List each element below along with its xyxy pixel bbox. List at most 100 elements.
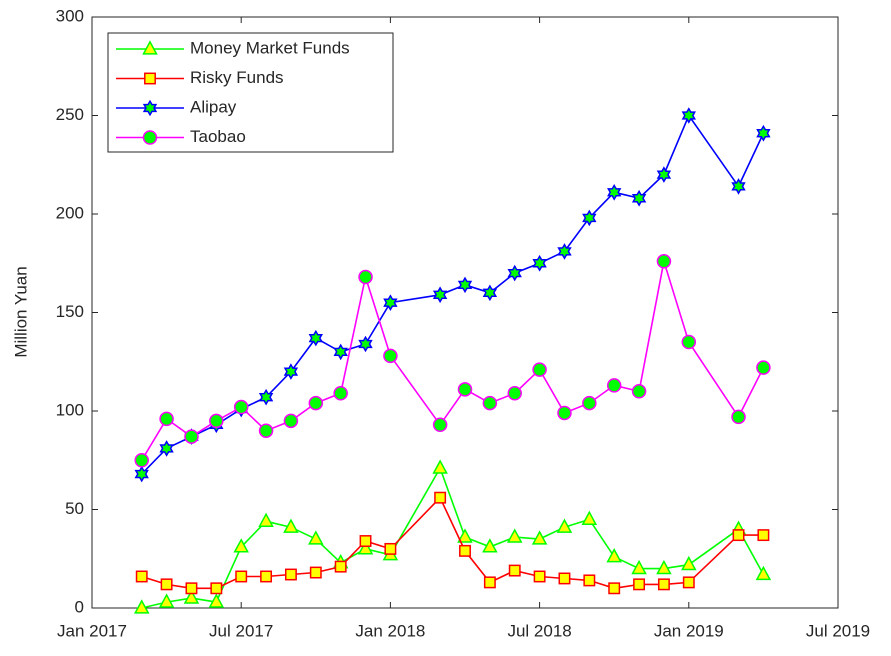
x-tick-label: Jan 2017 <box>57 621 127 640</box>
data-point <box>731 178 746 195</box>
data-point <box>483 576 496 589</box>
data-point <box>159 411 174 427</box>
data-point <box>756 124 771 142</box>
data-point <box>258 512 274 527</box>
data-point <box>633 578 646 591</box>
data-point <box>308 329 323 347</box>
y-tick-label: 150 <box>56 302 84 321</box>
data-point <box>358 335 373 353</box>
data-point <box>457 528 473 543</box>
legend-label: Money Market Funds <box>190 38 350 57</box>
data-point <box>134 453 149 468</box>
data-point <box>681 555 697 571</box>
data-point <box>283 518 299 533</box>
legend-marker <box>142 40 158 55</box>
y-tick-label: 50 <box>65 499 84 518</box>
legend-marker <box>142 99 158 117</box>
data-point <box>308 530 324 545</box>
x-tick-label: Jul 2017 <box>209 621 273 640</box>
data-point <box>432 459 448 474</box>
data-point <box>283 413 299 429</box>
data-point <box>459 544 471 557</box>
data-point <box>383 348 398 364</box>
y-tick-label: 0 <box>75 597 84 616</box>
data-point <box>135 570 148 583</box>
y-tick-label: 300 <box>56 6 84 25</box>
data-point <box>457 382 473 397</box>
legend-label: Risky Funds <box>190 68 284 87</box>
data-point <box>681 107 696 124</box>
data-point <box>558 572 571 585</box>
data-point <box>508 564 521 577</box>
data-point <box>657 578 670 591</box>
data-point <box>583 574 596 587</box>
data-point <box>134 465 149 483</box>
data-point <box>383 294 398 311</box>
data-point <box>158 593 175 608</box>
data-point <box>731 409 746 425</box>
data-point <box>506 528 523 543</box>
data-point <box>606 378 622 393</box>
data-point <box>432 417 448 433</box>
data-point <box>756 360 771 375</box>
data-point <box>682 576 695 589</box>
data-point <box>432 286 448 304</box>
data-point <box>608 582 621 595</box>
data-point <box>357 540 374 555</box>
legend-label: Alipay <box>190 97 237 116</box>
data-point <box>532 362 547 377</box>
data-point <box>208 593 225 608</box>
x-tick-label: Jul 2018 <box>507 621 571 640</box>
data-point <box>159 440 174 457</box>
data-point <box>233 538 249 553</box>
data-point <box>233 399 249 415</box>
data-point <box>607 184 622 201</box>
data-point <box>358 269 373 285</box>
y-tick-label: 100 <box>56 400 84 419</box>
data-point <box>557 243 572 260</box>
data-point <box>183 589 200 604</box>
data-point <box>160 578 173 591</box>
data-point <box>507 386 522 401</box>
data-point <box>656 166 672 183</box>
data-point <box>656 254 672 269</box>
data-point <box>732 529 745 542</box>
data-point <box>457 276 473 294</box>
data-point <box>333 386 348 401</box>
data-point <box>631 189 647 207</box>
legend-marker <box>142 130 158 145</box>
data-point <box>582 209 597 227</box>
data-point <box>557 405 572 421</box>
data-point <box>581 510 598 525</box>
data-point <box>258 423 274 438</box>
data-point <box>359 535 372 547</box>
y-axis-label: Million Yuan <box>11 266 30 357</box>
data-point <box>582 395 597 411</box>
legend-marker <box>144 72 156 85</box>
data-point <box>556 518 573 533</box>
data-point <box>209 413 224 429</box>
data-point <box>258 388 274 406</box>
data-point <box>309 566 322 579</box>
data-point <box>656 559 672 575</box>
data-point <box>757 529 770 542</box>
data-point <box>532 254 547 272</box>
data-point <box>482 395 498 411</box>
data-point <box>606 548 622 563</box>
data-point <box>482 538 498 553</box>
legend-label: Taobao <box>190 127 246 146</box>
data-point <box>755 565 772 581</box>
data-point <box>631 384 647 399</box>
data-point <box>184 429 199 444</box>
data-point <box>533 570 546 583</box>
data-point <box>283 363 299 380</box>
data-point <box>434 491 447 504</box>
x-tick-label: Jul 2019 <box>806 621 870 640</box>
data-point <box>384 542 397 555</box>
data-point <box>308 395 324 411</box>
data-point <box>185 582 198 595</box>
data-point <box>235 570 248 583</box>
data-point <box>681 334 697 350</box>
